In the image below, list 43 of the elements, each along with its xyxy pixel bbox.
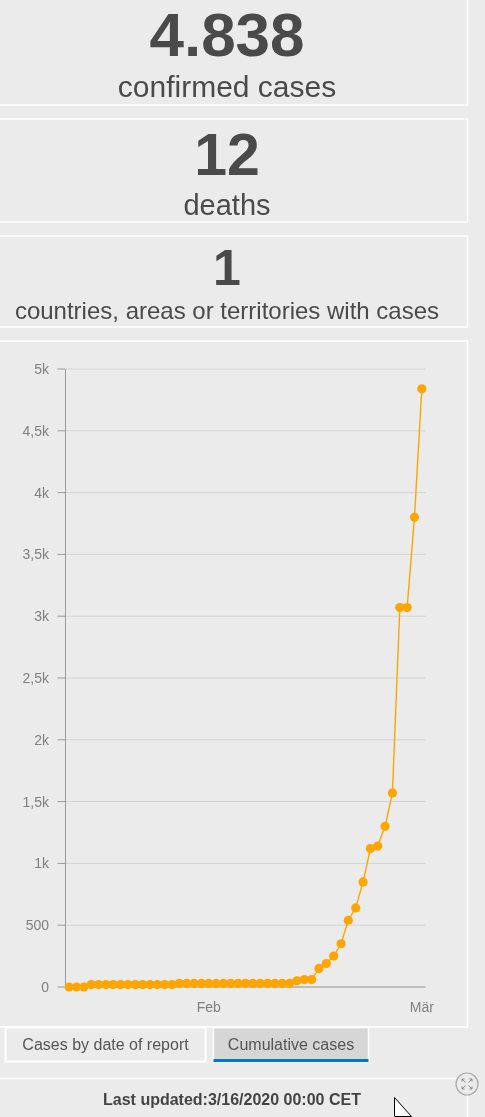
point	[314, 963, 324, 974]
y-tick-label: 3k	[34, 608, 50, 625]
point	[373, 841, 383, 851]
text: 1	[213, 240, 241, 296]
point	[307, 974, 317, 985]
point	[343, 915, 353, 925]
point	[116, 979, 126, 990]
point	[365, 843, 375, 854]
point	[402, 602, 412, 613]
y-tick-label: 5k	[34, 360, 50, 377]
point	[351, 903, 361, 913]
y-tick-label: 4,5k	[22, 422, 50, 439]
point	[329, 951, 339, 961]
point	[417, 384, 427, 394]
x-tick-label: Feb	[196, 999, 222, 1015]
point	[321, 958, 331, 969]
text: Cumulative cases	[227, 1036, 355, 1053]
y-tick-label: 1k	[34, 855, 50, 872]
point	[182, 978, 192, 988]
y-tick-label: 2,5k	[22, 669, 50, 686]
point	[358, 877, 368, 887]
point	[387, 788, 398, 798]
text: 4.838	[149, 0, 305, 69]
point	[79, 982, 89, 992]
y-tick-label: 3,5k	[22, 546, 50, 563]
y-tick-label: 500	[25, 917, 50, 934]
text: 12	[194, 122, 260, 188]
text: confirmed cases	[117, 70, 337, 103]
text: countries, areas or territories with cases	[14, 297, 440, 324]
point	[336, 939, 346, 949]
text: deaths	[183, 189, 271, 221]
text: Cases by date of report	[22, 1036, 190, 1053]
point	[409, 512, 420, 522]
point	[160, 979, 170, 990]
text: Last updated:3/16/2020 00:00 CET	[103, 1091, 362, 1108]
y-tick-label: 1,5k	[22, 793, 50, 810]
point	[204, 978, 214, 988]
y-tick-label: 0	[41, 978, 50, 995]
y-tick-label: 2k	[34, 731, 50, 748]
point	[138, 979, 148, 990]
y-tick-label: 4k	[34, 484, 50, 501]
x-tick-label: Mär	[409, 999, 435, 1015]
point	[380, 821, 390, 831]
